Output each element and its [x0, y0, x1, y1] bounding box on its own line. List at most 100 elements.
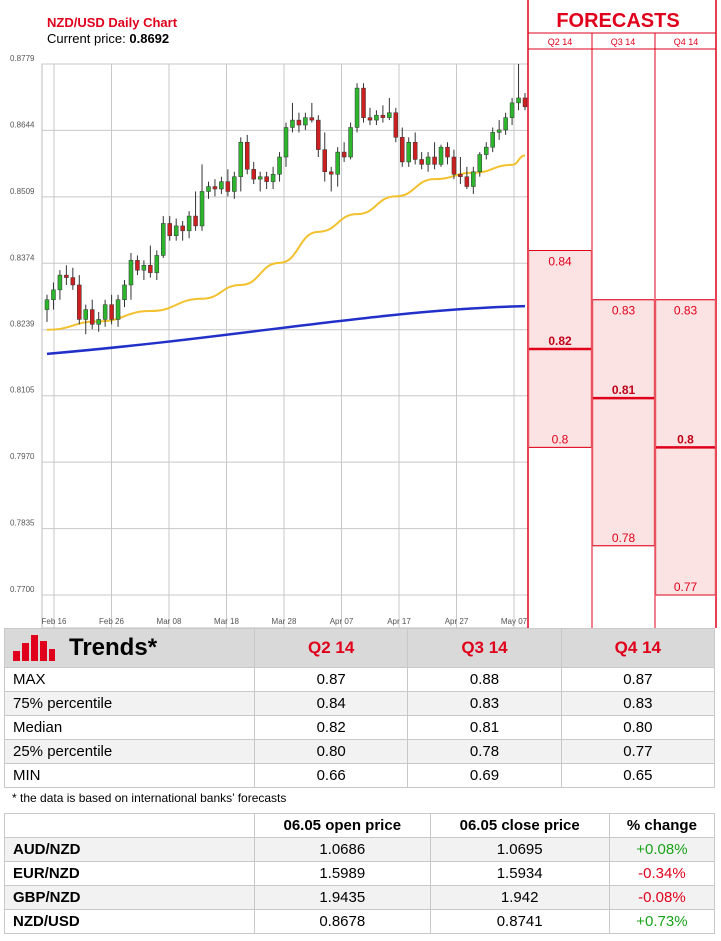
- candle: [348, 122, 353, 160]
- candle: [406, 137, 411, 167]
- price-header-change: % change: [608, 813, 716, 838]
- candle-body: [270, 173, 276, 182]
- trends-header-cell: Trends *: [4, 628, 255, 668]
- candle-body: [199, 191, 205, 227]
- candle-body: [341, 151, 347, 158]
- y-tick-label: 0.7835: [10, 519, 35, 528]
- candle: [303, 112, 308, 130]
- candle: [277, 152, 282, 182]
- y-tick-label: 0.8644: [10, 120, 35, 129]
- price-table: 06.05 open price 06.05 close price % cha…: [4, 813, 716, 934]
- candle-body: [264, 176, 269, 182]
- candle: [387, 97, 392, 121]
- candle-body: [425, 156, 431, 165]
- pair-name: GBP/NZD: [4, 885, 255, 910]
- candle: [374, 110, 379, 126]
- candle-body: [167, 223, 172, 237]
- candle-body: [64, 274, 69, 278]
- candle-body: [77, 284, 82, 320]
- candle: [148, 245, 153, 278]
- cell-value: 0.65: [560, 763, 716, 788]
- candle-body: [367, 117, 373, 121]
- candle: [490, 127, 495, 153]
- y-tick-label: 0.7970: [10, 452, 35, 461]
- x-tick-label: May 07: [501, 617, 528, 626]
- candle: [154, 250, 160, 281]
- candle-body: [212, 186, 218, 190]
- candle-body: [115, 299, 121, 320]
- candle: [354, 83, 360, 133]
- candle-body: [161, 223, 166, 256]
- candle-body: [471, 171, 476, 187]
- candle-body: [354, 87, 360, 128]
- candle: [232, 171, 237, 199]
- candle-body: [193, 215, 198, 227]
- candle: [161, 216, 166, 258]
- long-moving-average-line: [46, 304, 526, 356]
- x-tick-label: Apr 17: [387, 617, 411, 626]
- x-tick-label: Apr 07: [330, 617, 354, 626]
- candle-body: [135, 260, 140, 271]
- candle-body: [257, 176, 263, 180]
- candle-body: [348, 127, 353, 158]
- open-price: 1.9435: [254, 885, 431, 910]
- table-row: MIN 0.66 0.69 0.65: [4, 763, 716, 788]
- forecast-range: 0.83 0.8 0.77: [655, 299, 716, 596]
- candle: [341, 142, 347, 162]
- candle: [89, 299, 95, 330]
- candle: [96, 312, 101, 332]
- y-tick-label: 0.8105: [10, 386, 35, 395]
- candle-body: [102, 304, 108, 320]
- close-price: 0.8741: [429, 909, 610, 934]
- candle: [212, 179, 218, 197]
- candle-body: [464, 176, 470, 187]
- candle: [309, 102, 315, 123]
- candle-body: [244, 141, 250, 170]
- candle: [199, 164, 205, 231]
- candle: [290, 102, 295, 133]
- candle: [251, 161, 256, 185]
- candle-body: [96, 319, 101, 325]
- nzd-usd-chart: 0.8779 0.8644 0.8509 0.8374 0.8239 0.8105 0.79…: [10, 0, 717, 628]
- candle-body: [419, 159, 424, 165]
- cell-value: 0.69: [407, 763, 562, 788]
- candle-body: [483, 146, 489, 155]
- candle-body: [387, 112, 392, 118]
- candle-body: [335, 151, 340, 175]
- candle: [283, 122, 289, 167]
- pair-name: AUD/NZD: [4, 837, 255, 862]
- cell-value: 0.80: [253, 739, 409, 764]
- candle: [477, 152, 483, 177]
- candle-body: [496, 129, 502, 133]
- cell-value: 0.77: [560, 739, 716, 764]
- candle-body: [432, 156, 437, 165]
- candle: [44, 294, 50, 322]
- candle: [496, 120, 502, 140]
- forecast-low-label: 0.78: [612, 531, 636, 545]
- candle-body: [225, 181, 231, 192]
- candle-body: [400, 137, 405, 163]
- candle: [270, 166, 276, 189]
- cell-value: 0.87: [253, 667, 409, 692]
- trends-col-q3: Q3 14: [407, 628, 562, 668]
- candle: [328, 166, 334, 192]
- candle: [238, 137, 244, 192]
- candle: [77, 275, 82, 325]
- open-price: 0.8678: [254, 909, 431, 934]
- footnote: * the data is based on international ban…: [12, 791, 287, 805]
- pair-name: NZD/USD: [4, 909, 255, 934]
- candle-body: [173, 225, 179, 237]
- cell-value: 0.83: [560, 691, 716, 716]
- chart-title: NZD/USD Daily Chart: [47, 15, 178, 30]
- candle-body: [509, 102, 515, 118]
- y-tick-label: 0.8509: [10, 187, 35, 196]
- y-axis-ticks: 0.8779 0.8644 0.8509 0.8374 0.8239 0.8105 0.79…: [10, 54, 35, 594]
- candle-body: [296, 119, 302, 126]
- trends-col-q2: Q2 14: [253, 628, 409, 668]
- candle: [70, 267, 76, 290]
- candle: [503, 112, 508, 135]
- percent-change: +0.73%: [608, 909, 716, 934]
- current-price: Current price: 0.8692: [47, 31, 169, 46]
- candle: [438, 144, 444, 167]
- cell-value: 0.83: [407, 691, 562, 716]
